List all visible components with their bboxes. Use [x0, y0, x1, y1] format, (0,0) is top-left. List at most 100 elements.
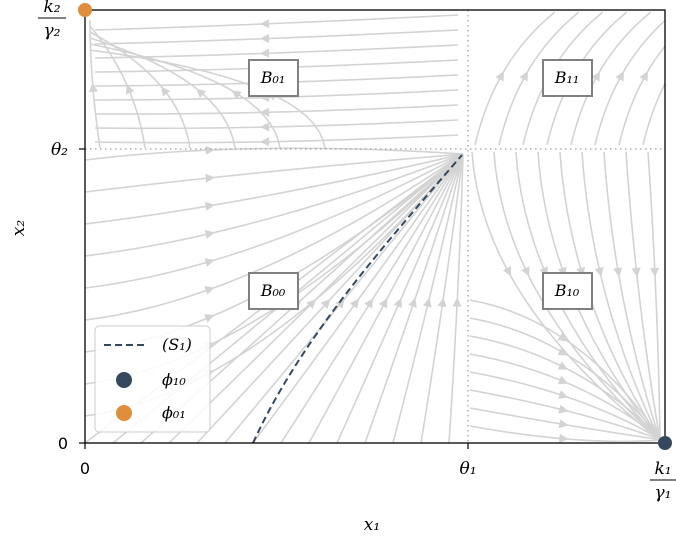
region-b10: B₁₀ [542, 272, 593, 310]
streamline-b00-5 [224, 153, 464, 443]
streamline-arrow [557, 346, 568, 356]
streamline-arrow [161, 86, 171, 97]
streamline-b10-59 [469, 371, 663, 441]
streamline-b11-39 [498, 11, 580, 146]
streamline-arrow [594, 266, 604, 277]
streamline-b01-36 [89, 43, 281, 149]
streamline-arrow [422, 297, 432, 308]
streamline-arrow [559, 433, 569, 443]
streamline-b01-34 [89, 31, 191, 149]
streamline-b00-3 [168, 153, 464, 443]
y-tick-gamma2-denominator: γ₂ [44, 21, 61, 41]
streamline-arrow [125, 84, 135, 95]
streamline-b01-29 [94, 104, 459, 115]
streamline-arrow [204, 229, 215, 239]
streamline-b11-42 [570, 11, 652, 146]
streamline-b00-16 [85, 153, 464, 225]
streamline-arrow [613, 267, 623, 277]
streamline-arrow [231, 90, 242, 100]
streamline-arrow [437, 297, 447, 308]
streamline-arrow [558, 404, 569, 414]
streamline-b00-19 [85, 153, 464, 321]
streamline-arrow [88, 82, 98, 93]
y-axis-label: x₂ [9, 220, 29, 237]
streamline-arrow [557, 332, 568, 342]
streamline-b00-13 [448, 153, 464, 443]
streamline-arrow [260, 19, 270, 29]
streamline-b10-56 [469, 317, 663, 441]
streamline-arrow [260, 122, 270, 132]
streamline-b10-61 [469, 407, 663, 441]
legend: (S₁) ϕ₁₀ ϕ₀₁ [94, 325, 211, 433]
streamline-arrow [260, 48, 270, 58]
streamline-arrow [204, 258, 215, 267]
streamline-arrow [364, 298, 374, 309]
streamline-b00-18 [85, 153, 464, 289]
streamline-arrow [519, 71, 528, 82]
streamline-arrow [615, 71, 624, 82]
x-tick-k1-numerator: k₁ [654, 459, 671, 479]
streamline-arrow [306, 299, 316, 309]
streamline-b00-8 [308, 153, 464, 443]
phi01-equilibrium-point [78, 3, 92, 17]
region-b01-label: B₀₁ [260, 68, 286, 87]
streamline-b00-9 [336, 153, 464, 443]
streamline-b10-47 [493, 151, 661, 441]
legend-separatrix-label: (S₁) [162, 335, 192, 354]
streamline-arrow [196, 88, 206, 99]
y-tick-0: 0 [58, 434, 68, 453]
streamline-b11-44 [618, 44, 665, 146]
streamline-arrow [502, 266, 512, 277]
streamline-arrow [650, 267, 660, 278]
x-tick-theta1: θ₁ [459, 459, 476, 479]
streamline-arrow [260, 33, 270, 44]
streamline-arrow [521, 266, 530, 277]
region-b01: B₀₁ [248, 59, 299, 97]
streamline-arrow [320, 299, 331, 309]
streamline-b10-55 [469, 299, 663, 441]
streamline-arrow [335, 298, 345, 309]
streamline-b00-15 [85, 153, 464, 193]
streamline-b00-6 [252, 153, 464, 443]
streamline-b10-60 [469, 389, 663, 441]
streamline-arrow [639, 71, 648, 82]
streamline-b11-43 [594, 19, 665, 146]
y-tick-theta2: θ₂ [51, 140, 68, 160]
streamline-b10-51 [581, 151, 661, 441]
streamline-arrow [205, 173, 215, 183]
streamline-arrow [378, 298, 388, 309]
streamline-b10-53 [625, 151, 661, 441]
streamline-b01-24 [94, 29, 459, 45]
streamline-arrow [558, 419, 569, 429]
streamline-b10-52 [603, 151, 661, 441]
streamline-b00-17 [85, 153, 464, 257]
plot-frame [84, 9, 666, 444]
streamline-b00-11 [392, 153, 464, 443]
streamline-b00-12 [420, 153, 464, 443]
streamline-arrow [204, 286, 215, 295]
streamline-arrow [205, 145, 215, 155]
streamline-arrow [393, 297, 402, 309]
streamline-arrow [557, 361, 568, 370]
phi10-equilibrium-point [658, 436, 672, 450]
streamline-b11-45 [642, 82, 665, 146]
y-tick-k2-numerator: k₂ [43, 0, 60, 17]
region-b00: B₀₀ [248, 272, 299, 310]
streamline-arrow [205, 201, 215, 211]
legend-phi10-label: ϕ₁₀ [162, 370, 186, 389]
streamlines [85, 11, 665, 443]
streamline-arrow [260, 107, 270, 117]
streamline-arrow [591, 71, 600, 82]
region-b11-label: B₁₁ [554, 68, 580, 87]
streamline-b00-14 [85, 147, 464, 161]
streamline-b01-32 [89, 19, 101, 149]
streamline-b01-30 [94, 119, 459, 130]
region-b00-label: B₀₀ [260, 281, 286, 300]
streamline-b11-38 [474, 11, 556, 146]
streamline-arrow [260, 137, 270, 147]
streamline-arrow [349, 298, 359, 309]
legend-phi10-dot [116, 372, 132, 388]
streamline-arrow [495, 71, 504, 82]
streamline-b10-46 [471, 151, 661, 441]
